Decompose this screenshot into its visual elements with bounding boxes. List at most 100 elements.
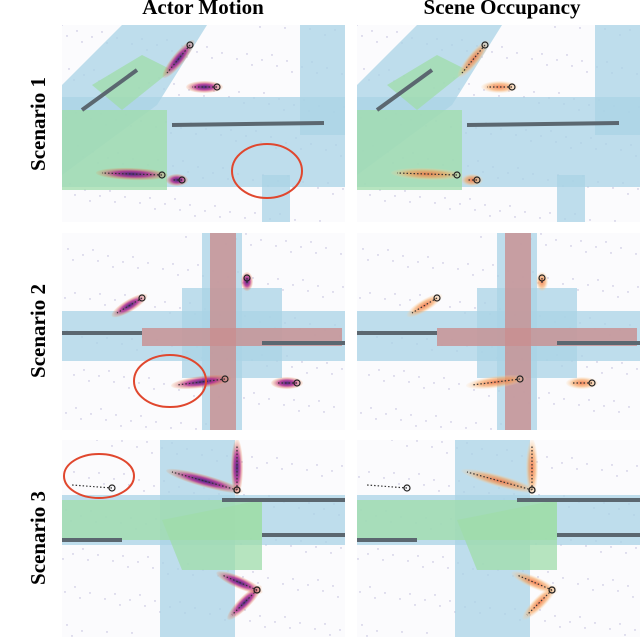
lidar-point <box>291 71 293 73</box>
lidar-point <box>81 630 83 632</box>
lidar-point <box>457 268 459 270</box>
lidar-point <box>392 260 394 262</box>
lidar-point <box>148 377 150 379</box>
lidar-point <box>617 590 619 592</box>
lidar-point <box>435 415 437 417</box>
lidar-point <box>627 291 629 293</box>
lidar-point <box>246 53 248 55</box>
lidar-point <box>281 468 283 470</box>
lidar-point <box>114 593 116 595</box>
lidar-point <box>450 421 452 423</box>
lidar-point <box>76 30 78 32</box>
actor <box>481 41 489 49</box>
actor <box>158 171 166 179</box>
actor <box>243 274 251 282</box>
lidar-point <box>143 490 145 492</box>
lidar-point <box>370 407 372 409</box>
lidar-point <box>332 193 334 195</box>
lidar-point <box>323 411 325 413</box>
lidar-point <box>425 420 427 422</box>
lidar-point <box>363 68 365 70</box>
lidar-point <box>72 553 74 555</box>
lidar-point <box>366 635 368 637</box>
lidar-point <box>114 299 116 301</box>
prediction-heatmap <box>186 81 223 93</box>
lidar-point <box>238 91 240 93</box>
lidar-point <box>407 266 409 268</box>
lidar-point <box>221 52 223 54</box>
lidar-point <box>333 406 335 408</box>
lidar-point <box>173 83 175 85</box>
lidar-point <box>586 463 588 465</box>
lidar-point <box>610 546 612 548</box>
lidar-point <box>422 566 424 568</box>
lidar-point <box>467 263 469 265</box>
lidar-point <box>613 400 615 402</box>
lidar-point <box>342 286 344 288</box>
lidar-point <box>87 559 89 561</box>
lidar-point <box>407 560 409 562</box>
lidar-point <box>386 36 388 38</box>
lidar-point <box>551 467 553 469</box>
lidar-point <box>113 478 115 480</box>
lidar-point <box>369 194 371 196</box>
lidar-point <box>114 201 116 203</box>
actor <box>453 171 461 179</box>
lidar-point <box>91 36 93 38</box>
lidar-point <box>154 306 156 308</box>
lidar-point <box>392 554 394 556</box>
lidar-point <box>99 195 101 197</box>
lidar-point <box>325 247 327 249</box>
lidar-point <box>214 205 216 207</box>
lidar-point <box>282 289 284 291</box>
lidar-point <box>636 465 638 467</box>
lidar-point <box>140 415 142 417</box>
row-label: Scenario 1 <box>26 77 50 171</box>
lidar-point <box>154 208 156 210</box>
scene-panel <box>357 440 640 637</box>
lidar-point <box>448 485 450 487</box>
lidar-point <box>121 440 123 442</box>
lidar-point <box>112 560 114 562</box>
lidar-point <box>449 208 451 210</box>
lidar-point <box>625 552 627 554</box>
lidar-point <box>596 361 598 363</box>
lidar-point <box>66 35 68 37</box>
lidar-point <box>597 279 599 281</box>
lidar-point <box>384 200 386 202</box>
lidar-point <box>108 370 110 372</box>
lidar-point <box>315 252 317 254</box>
lidar-point <box>292 578 294 580</box>
lidar-point <box>391 440 393 441</box>
trajectory <box>101 172 163 176</box>
lidar-point <box>632 596 634 598</box>
lidar-point <box>585 251 587 253</box>
crosswalk <box>162 500 262 570</box>
lidar-point <box>427 256 429 258</box>
lidar-point <box>73 471 75 473</box>
lidar-point <box>124 196 126 198</box>
lidar-point <box>444 197 446 199</box>
lidar-point <box>609 628 611 630</box>
lidar-point <box>404 190 406 192</box>
lidar-point <box>81 41 83 43</box>
lidar-point <box>418 473 420 475</box>
lidar-point <box>147 556 149 558</box>
lidar-point <box>402 255 404 257</box>
lidar-point <box>331 373 333 375</box>
lidar-point <box>540 233 542 235</box>
trajectory <box>471 378 521 386</box>
lidar-point <box>357 558 359 560</box>
lidar-point <box>319 220 321 222</box>
lidar-point <box>474 307 476 309</box>
lidar-point <box>153 485 155 487</box>
actor <box>108 484 116 492</box>
lidar-point <box>593 410 595 412</box>
lidar-point <box>434 594 436 596</box>
lidar-point <box>267 283 269 285</box>
lidar-point <box>282 583 284 585</box>
actor <box>253 586 261 594</box>
lidar-point <box>302 279 304 281</box>
lidar-point <box>106 631 108 633</box>
trajectory <box>166 44 191 74</box>
